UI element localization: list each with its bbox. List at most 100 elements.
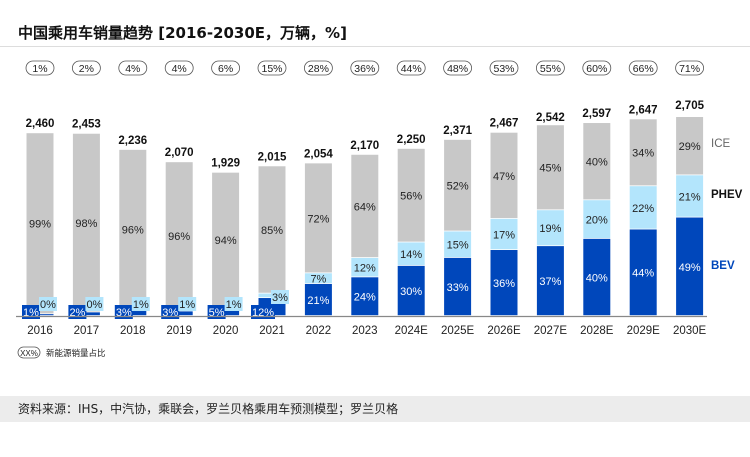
x-tick-label: 2018 [120, 325, 146, 337]
bar-phev [490, 218, 518, 250]
total-label: 2,705 [675, 100, 704, 112]
bar-ice [490, 132, 518, 219]
legend-note-pill-text: XX% [20, 349, 38, 358]
phev-share-label: 12% [354, 263, 376, 275]
bev-share-label: 24% [354, 292, 376, 304]
bev-share-label-box [22, 305, 40, 319]
total-label: 2,236 [118, 135, 147, 147]
phev-share-label: 20% [586, 215, 608, 227]
phev-share-label-box [224, 297, 243, 311]
total-label: 2,054 [304, 148, 333, 160]
legend-note-pill [17, 346, 41, 359]
phev-share-label: 14% [400, 249, 422, 261]
ice-share-label: 94% [215, 235, 237, 247]
bev-share-label-box [68, 305, 87, 319]
phev-share-label: 7% [310, 274, 326, 286]
x-tick-label: 2025E [441, 325, 475, 337]
bar-ice [583, 123, 611, 200]
nev-share-pill [443, 60, 473, 76]
phev-share-label: 22% [632, 203, 654, 215]
nev-share-pill [536, 60, 565, 76]
x-tick-label: 2028E [580, 325, 614, 337]
total-label: 2,250 [397, 134, 426, 146]
phev-share-label-box [85, 297, 104, 311]
bar-ice [629, 119, 657, 186]
phev-share-label: 15% [447, 240, 469, 252]
nev-share-label: 44% [401, 63, 422, 75]
bar-phev [536, 210, 564, 246]
bev-share-label: 2% [69, 307, 85, 319]
bev-share-label: 3% [116, 307, 132, 319]
ice-share-label: 40% [586, 157, 608, 169]
x-tick-label: 2024E [395, 325, 429, 337]
bar-phev [676, 175, 704, 217]
ice-share-label: 98% [75, 218, 97, 230]
bev-share-label: 40% [586, 272, 608, 284]
bev-share-label: 30% [400, 286, 422, 298]
chart-title: 中国乘用车销量趋势 [2016-2030E，万辆，%] [18, 24, 347, 42]
nev-share-label: 4% [125, 63, 140, 75]
bar-ice [72, 133, 100, 312]
nev-share-label: 6% [218, 63, 233, 75]
bar-ice [676, 117, 704, 175]
bar-bev [444, 257, 472, 316]
nev-share-label: 28% [308, 63, 329, 75]
bar-ice [212, 172, 240, 307]
bar-bev [351, 277, 379, 316]
bar-phev [583, 200, 611, 239]
nev-share-pill [72, 60, 101, 76]
nev-share-label: 71% [679, 63, 700, 75]
ice-share-label: 85% [261, 225, 283, 237]
x-tick-label: 2022 [306, 325, 332, 337]
bev-share-label: 33% [447, 282, 469, 294]
bev-share-label-box [251, 305, 275, 319]
total-label: 1,929 [211, 158, 240, 170]
total-label: 2,371 [443, 125, 472, 137]
x-tick-label: 2021 [259, 325, 285, 337]
bar-phev [397, 242, 425, 266]
bar-ice [536, 125, 564, 210]
phev-share-label: 1% [226, 299, 242, 311]
nev-share-label: 4% [172, 63, 187, 75]
phev-share-label: 19% [539, 223, 561, 235]
x-tick-label: 2016 [27, 325, 53, 337]
divider [0, 46, 750, 47]
nev-share-label: 66% [633, 63, 654, 75]
x-tick-label: 2023 [352, 325, 378, 337]
nev-share-label: 36% [354, 63, 375, 75]
nev-share-label: 15% [261, 63, 282, 75]
nev-share-pill [118, 60, 148, 76]
bev-share-label-box [207, 305, 226, 319]
bev-share-label: 5% [209, 307, 225, 319]
total-label: 2,647 [629, 104, 658, 116]
x-tick-label: 2020 [213, 325, 239, 337]
phev-share-label: 0% [40, 299, 56, 311]
nev-share-pill [350, 60, 380, 76]
nev-share-pill [396, 60, 426, 76]
nev-share-pill [257, 60, 287, 76]
phev-share-label-box [39, 297, 57, 311]
bev-share-label-box [161, 305, 180, 319]
total-label: 2,597 [582, 108, 611, 120]
ice-share-label: 56% [400, 191, 422, 203]
bar-ice [165, 162, 193, 310]
nev-share-pill [25, 60, 55, 76]
nev-share-pill [582, 60, 612, 76]
bar-bev [490, 250, 518, 316]
total-label: 2,015 [258, 151, 287, 163]
bar-phev [351, 257, 379, 277]
ice-share-label: 96% [168, 231, 190, 243]
bar-ice [26, 133, 54, 314]
bar-ice [119, 149, 147, 309]
legend-note-label: 新能源销量占比 [46, 348, 106, 359]
bev-share-label: 44% [632, 268, 654, 280]
x-tick-label: 2017 [74, 325, 100, 337]
nev-share-pill [628, 60, 658, 76]
bar-ice [397, 148, 425, 242]
bar-ice [258, 166, 286, 293]
bar-phev [629, 186, 657, 229]
total-label: 2,467 [490, 118, 519, 130]
x-tick-label: 2029E [627, 325, 661, 337]
nev-share-pill [303, 60, 333, 76]
